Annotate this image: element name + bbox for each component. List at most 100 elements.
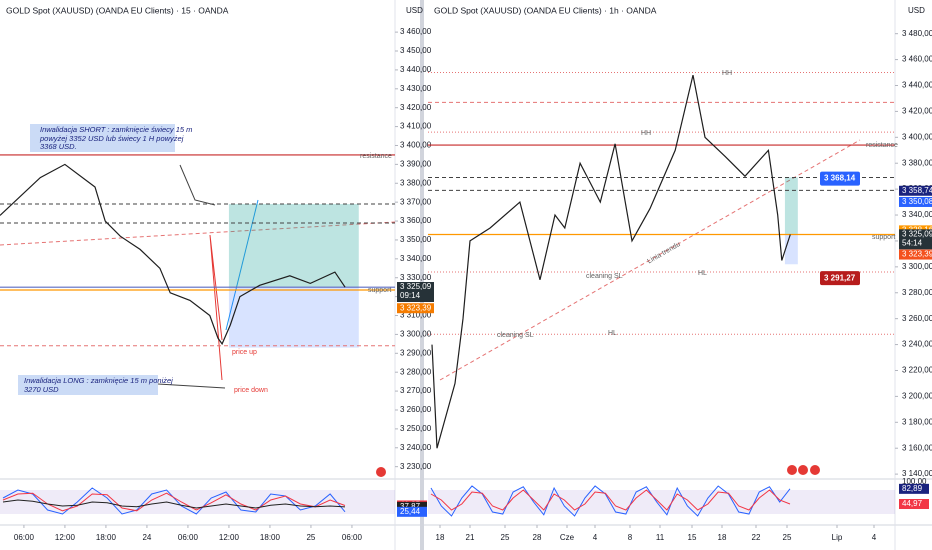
x-tick-label: Cze xyxy=(560,533,575,542)
y-tick-label: 3 380,00 xyxy=(400,178,432,187)
oscillator-tick-label: 100,00 xyxy=(902,477,927,486)
y-tick-label: 3 160,00 xyxy=(902,443,932,452)
x-tick-label: 11 xyxy=(656,533,665,542)
x-tick-label: 18:00 xyxy=(260,533,281,542)
flag-icon[interactable] xyxy=(798,465,808,475)
y-tick-label: 3 220,00 xyxy=(902,366,932,375)
y-tick-label: 3 420,00 xyxy=(400,103,432,112)
arrow-drawing xyxy=(157,383,226,389)
annotation: support xyxy=(872,234,895,241)
annotation: HL xyxy=(698,270,707,277)
y-tick-label: 3 390,00 xyxy=(400,159,432,168)
y-tick-label: 3 410,00 xyxy=(400,122,432,131)
annotation: 3270 USD xyxy=(24,385,59,394)
y-tick-label: 3 430,00 xyxy=(400,84,432,93)
position-target xyxy=(228,204,359,288)
price-line xyxy=(0,163,346,346)
position-stop xyxy=(228,287,359,348)
y-tick-label: 3 240,00 xyxy=(400,443,432,452)
oscillator-line xyxy=(2,492,346,512)
x-tick-label: 15 xyxy=(688,533,697,542)
x-tick-label: 18 xyxy=(718,533,727,542)
annotation: resistance xyxy=(866,142,898,149)
y-tick-label: 3 310,00 xyxy=(400,311,432,320)
flag-icon[interactable] xyxy=(376,467,386,477)
annotation: HH xyxy=(641,130,651,137)
trend-line xyxy=(439,139,861,381)
flag-icon[interactable] xyxy=(810,465,820,475)
price-label: 3 350,08 xyxy=(902,197,932,206)
y-tick-label: 3 420,00 xyxy=(902,107,932,116)
x-tick-label: 28 xyxy=(533,533,542,542)
price-label-box xyxy=(397,303,434,314)
oscillator-line xyxy=(430,489,791,511)
y-tick-label: 3 400,00 xyxy=(400,141,432,150)
chart-title: GOLD Spot (XAUUSD) (OANDA EU Clients) · … xyxy=(434,5,657,15)
annotation: HL xyxy=(608,330,617,337)
y-tick-label: 3 250,00 xyxy=(400,424,432,433)
y-tick-label: 3 180,00 xyxy=(902,417,932,426)
y-tick-label: 3 300,00 xyxy=(902,262,932,271)
oscillator-label-box xyxy=(899,499,929,510)
y-tick-label: 3 340,00 xyxy=(400,254,432,263)
y-tick-label: 3 370,00 xyxy=(400,197,432,206)
y-tick-label: 3 360,00 xyxy=(400,216,432,225)
y-tick-label: 3 230,00 xyxy=(400,462,432,471)
oscillator-label-box xyxy=(397,506,427,517)
y-tick-label: 3 340,00 xyxy=(902,210,932,219)
y-tick-label: 3 380,00 xyxy=(902,158,932,167)
price-label-box xyxy=(899,249,932,260)
x-tick-label: 06:00 xyxy=(14,533,35,542)
note-box xyxy=(30,124,175,152)
y-tick-label: 3 260,00 xyxy=(400,405,432,414)
y-tick-label: 3 460,00 xyxy=(400,27,432,36)
annotation: Inwalidacja LONG : zamknięcie 15 m poniż… xyxy=(24,376,173,385)
x-tick-label: 12:00 xyxy=(55,533,76,542)
x-tick-label: 18:00 xyxy=(96,533,117,542)
y-tick-label: 3 460,00 xyxy=(902,55,932,64)
arrow-drawing xyxy=(225,199,259,331)
oscillator-label: 37,87 xyxy=(400,502,421,511)
x-tick-label: 24 xyxy=(142,533,151,542)
y-tick-label: 3 300,00 xyxy=(400,330,432,339)
annotation: cleaning SL xyxy=(586,273,623,280)
annotation: support xyxy=(368,287,391,294)
price-marker xyxy=(820,271,860,286)
price-label: 3 358,74 xyxy=(902,186,932,195)
price-label: 3 325,09 xyxy=(902,229,932,238)
y-tick-label: 3 200,00 xyxy=(902,391,932,400)
price-label: 3 325,09 xyxy=(400,282,432,291)
annotation: cleaning SL xyxy=(497,332,534,339)
price-line xyxy=(431,74,791,449)
oscillator-label: 82,89 xyxy=(902,484,923,493)
x-tick-label: 4 xyxy=(872,533,877,542)
y-tick-label: 3 440,00 xyxy=(400,65,432,74)
annotation: price up xyxy=(232,349,257,356)
y-tick-label: 3 270,00 xyxy=(400,386,432,395)
x-tick-label: 8 xyxy=(628,533,633,542)
price-label: 3 323,39 xyxy=(400,303,432,312)
annotation: 3368 USD. xyxy=(40,142,77,151)
arrow-drawing xyxy=(209,234,223,381)
oscillator-line xyxy=(2,499,346,509)
x-tick-label: 21 xyxy=(466,533,475,542)
annotation: Inwalidacja SHORT : zamknięcie świecy 15… xyxy=(40,125,192,134)
flag-icon[interactable] xyxy=(787,465,797,475)
x-tick-label: 25 xyxy=(306,533,315,542)
y-tick-label: 3 240,00 xyxy=(902,340,932,349)
x-tick-label: 12:00 xyxy=(219,533,240,542)
x-tick-label: 06:00 xyxy=(178,533,199,542)
x-tick-label: 22 xyxy=(752,533,761,542)
y-tick-label: 3 330,00 xyxy=(400,273,432,282)
y-tick-label: 3 480,00 xyxy=(902,29,932,38)
oscillator-label: 25,44 xyxy=(400,507,421,516)
price-marker xyxy=(820,171,860,186)
y-tick-label: 3 140,00 xyxy=(902,469,932,478)
trend-line xyxy=(0,221,396,246)
oscillator-label-box xyxy=(899,483,929,494)
price-label-box xyxy=(899,185,932,196)
position-target xyxy=(784,177,798,235)
y-tick-label: 3 280,00 xyxy=(400,367,432,376)
